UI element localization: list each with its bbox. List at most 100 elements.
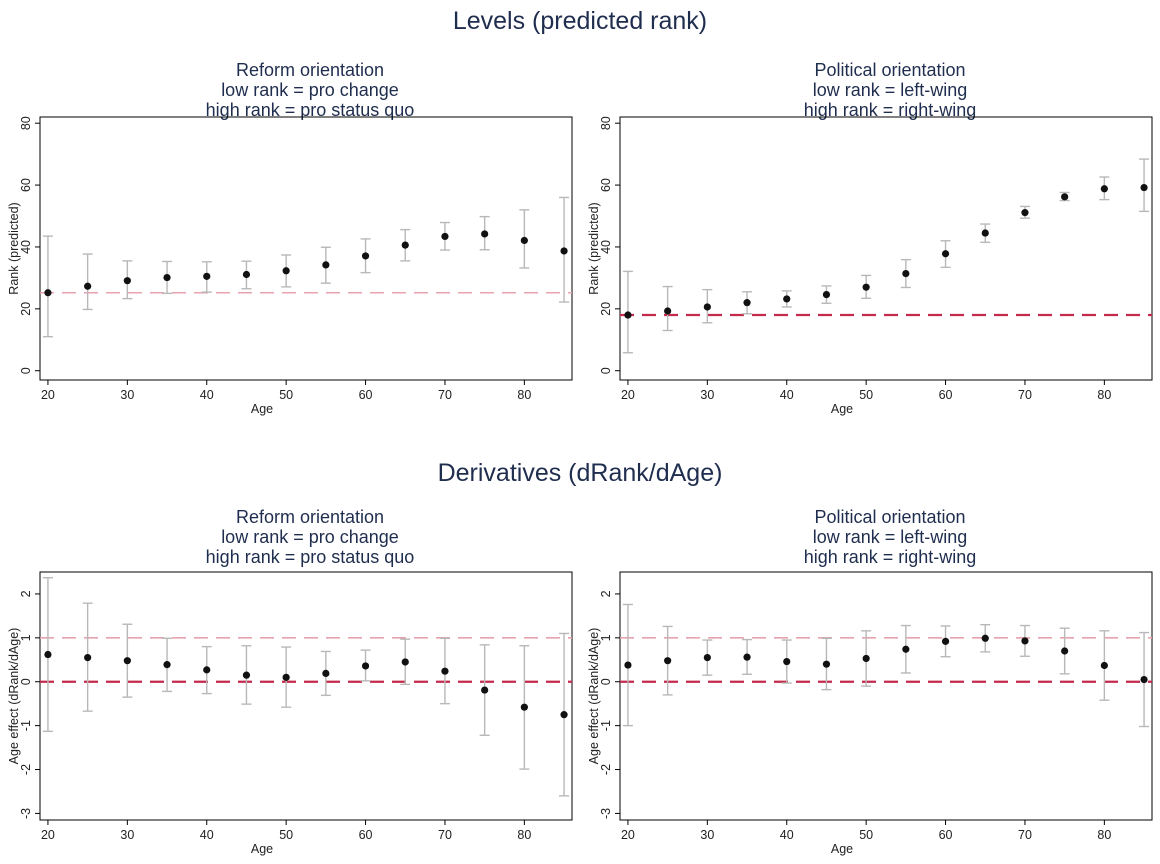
panel-title-line: Political orientation (814, 507, 965, 527)
data-point (242, 671, 251, 679)
y-tick-label: 80 (19, 116, 33, 130)
plot-frame (39, 116, 573, 381)
panel-title-line: low rank = pro change (221, 527, 399, 547)
y-tick-label: 2 (599, 590, 613, 597)
data-point (981, 229, 989, 237)
data-point (1061, 193, 1069, 201)
panel-title-line: low rank = left-wing (813, 80, 968, 100)
data-point (664, 657, 672, 665)
panel-title-line: high rank = pro status quo (206, 100, 415, 120)
data-point (361, 252, 370, 260)
data-point (44, 650, 52, 659)
plot-frame (39, 571, 573, 821)
data-point (822, 291, 831, 299)
data-point (560, 247, 568, 255)
y-tick-label: 1 (599, 634, 613, 641)
data-point (941, 637, 950, 645)
data-point (664, 307, 672, 315)
x-tick-label: 40 (780, 388, 794, 402)
data-point (242, 270, 251, 279)
x-tick-label: 40 (200, 388, 214, 402)
x-tick-label: 80 (1097, 828, 1111, 842)
x-tick-label: 20 (41, 828, 55, 842)
x-tick-label: 30 (700, 388, 714, 402)
data-point (203, 666, 211, 674)
data-point (560, 711, 568, 719)
data-point (1100, 661, 1108, 670)
data-point (441, 232, 449, 241)
y-tick-label: 0 (19, 367, 33, 374)
data-point (84, 653, 92, 662)
data-point (163, 661, 171, 669)
data-point (1021, 209, 1029, 217)
y-tick-label: 20 (599, 302, 613, 316)
ci-bar (42, 235, 53, 338)
data-point (902, 269, 910, 278)
data-point (123, 277, 131, 285)
y-tick-label: -3 (599, 808, 613, 819)
x-tick-label: 60 (939, 388, 953, 402)
y-axis-label: Rank (predicted) (587, 202, 601, 294)
data-point (743, 299, 751, 307)
data-point (981, 634, 989, 642)
data-point (624, 311, 632, 319)
plot-frame (619, 116, 1153, 381)
data-point (783, 657, 791, 666)
x-tick-label: 50 (279, 828, 293, 842)
y-axis-label: Age effect (dRank/dAge) (587, 628, 601, 765)
x-tick-label: 80 (517, 388, 531, 402)
data-point (520, 236, 528, 245)
data-point (322, 669, 330, 677)
panel-title-line: high rank = right-wing (804, 547, 977, 567)
x-tick-label: 80 (1097, 388, 1111, 402)
y-axis-label: Rank (predicted) (7, 202, 21, 294)
y-tick-label: 0 (599, 678, 613, 685)
ci-bar (82, 253, 93, 311)
x-tick-label: 30 (120, 828, 134, 842)
x-tick-label: 60 (359, 388, 373, 402)
data-point (1061, 647, 1069, 655)
y-tick-label: 40 (599, 240, 613, 254)
y-tick-label: -1 (19, 720, 33, 731)
levels-section-title: Levels (predicted rank) (452, 7, 708, 35)
data-point (703, 303, 711, 311)
panel-title-line: Reform orientation (236, 507, 384, 527)
data-point (703, 653, 711, 662)
x-tick-label: 30 (120, 388, 134, 402)
data-point (902, 645, 910, 653)
panel-title-line: Political orientation (814, 60, 965, 80)
data-point (624, 661, 632, 669)
data-point (481, 686, 489, 694)
y-axis-label: Age effect (dRank/dAge) (7, 628, 21, 765)
x-tick-label: 20 (621, 388, 635, 402)
data-point (361, 662, 370, 670)
panel-title-line: Reform orientation (236, 60, 384, 80)
data-point (520, 703, 528, 711)
data-point (822, 660, 831, 668)
y-tick-label: -3 (19, 808, 33, 819)
x-tick-label: 50 (859, 828, 873, 842)
data-point (163, 273, 171, 282)
y-tick-label: 40 (19, 240, 33, 254)
x-axis-label: Age (251, 842, 273, 856)
x-tick-label: 50 (859, 388, 873, 402)
x-axis-label: Age (831, 842, 853, 856)
derivatives-section-title: Derivatives (dRank/dAge) (437, 459, 723, 487)
y-tick-label: 2 (19, 590, 33, 597)
data-point (123, 657, 131, 665)
data-point (941, 250, 950, 258)
data-point (282, 673, 290, 681)
data-point (783, 295, 791, 303)
y-tick-label: 80 (599, 116, 613, 130)
x-tick-label: 60 (939, 828, 953, 842)
panel-title-line: high rank = pro status quo (206, 547, 415, 567)
panel-title-line: low rank = pro change (221, 80, 399, 100)
x-tick-label: 70 (1018, 828, 1032, 842)
x-axis-label: Age (831, 402, 853, 416)
y-tick-label: -1 (599, 720, 613, 731)
data-point (84, 282, 92, 290)
y-tick-label: 60 (599, 178, 613, 192)
